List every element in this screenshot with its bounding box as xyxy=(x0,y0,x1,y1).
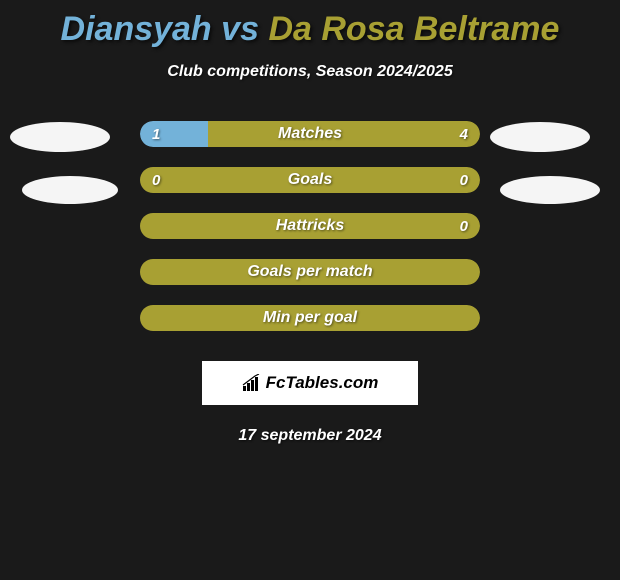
bar-label: Matches xyxy=(140,121,480,147)
bar-value-left: 0 xyxy=(152,167,160,193)
bar-value-left: 1 xyxy=(152,121,160,147)
decorative-oval xyxy=(22,176,118,204)
bar-label: Goals per match xyxy=(140,259,480,285)
chart-area: Matches14Goals00Hattricks0Goals per matc… xyxy=(0,121,620,351)
decorative-oval xyxy=(490,122,590,152)
bar-label: Hattricks xyxy=(140,213,480,239)
date-line: 17 september 2024 xyxy=(0,427,620,445)
bar-label: Min per goal xyxy=(140,305,480,331)
bar-value-right: 4 xyxy=(460,121,468,147)
player1-name: Diansyah xyxy=(61,10,212,48)
stat-bar-row: Matches1 4 xyxy=(140,121,480,147)
player2-name: Da Rosa Beltrame xyxy=(268,10,559,48)
logo-box: FcTables.com xyxy=(202,361,418,405)
subtitle: Club competitions, Season 2024/2025 xyxy=(0,63,620,81)
logo-text: FcTables.com xyxy=(266,373,379,393)
stat-bar-row: Min per goal xyxy=(140,305,480,331)
chart-icon xyxy=(242,374,264,392)
bar-value-right: 0 xyxy=(460,167,468,193)
comparison-title: Diansyah vs Da Rosa Beltrame xyxy=(0,0,620,49)
stat-bar-row: Hattricks0 xyxy=(140,213,480,239)
decorative-oval xyxy=(500,176,600,204)
stat-bar-row: Goals per match xyxy=(140,259,480,285)
bars-container: Matches14Goals00Hattricks0Goals per matc… xyxy=(140,121,480,331)
bar-label: Goals xyxy=(140,167,480,193)
bar-value-right: 0 xyxy=(460,213,468,239)
vs-separator: vs xyxy=(212,10,269,48)
stat-bar-row: Goals0 0 xyxy=(140,167,480,193)
decorative-oval xyxy=(10,122,110,152)
